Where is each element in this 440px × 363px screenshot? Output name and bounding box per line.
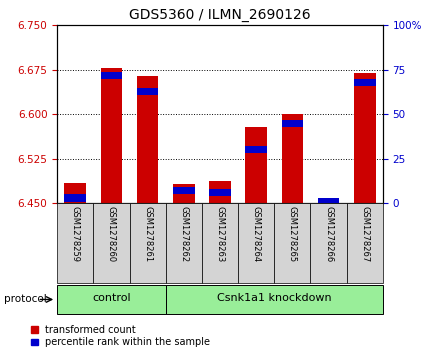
Bar [93, 203, 129, 283]
Bar [173, 184, 194, 203]
Bar [57, 285, 166, 314]
Text: GSM1278264: GSM1278264 [252, 206, 260, 262]
Bar [137, 76, 158, 203]
Bar [209, 182, 231, 203]
Text: GSM1278260: GSM1278260 [107, 206, 116, 262]
Text: GSM1278263: GSM1278263 [216, 206, 224, 262]
Title: GDS5360 / ILMN_2690126: GDS5360 / ILMN_2690126 [129, 8, 311, 22]
Bar [166, 203, 202, 283]
Bar [57, 203, 93, 283]
Text: GSM1278262: GSM1278262 [180, 206, 188, 262]
Text: protocol: protocol [4, 294, 47, 305]
Bar [282, 114, 303, 203]
Bar [209, 189, 231, 196]
Text: Csnk1a1 knockdown: Csnk1a1 knockdown [217, 293, 332, 303]
Text: GSM1278261: GSM1278261 [143, 206, 152, 262]
Bar [354, 73, 376, 203]
Bar [101, 72, 122, 79]
Text: control: control [92, 293, 131, 303]
Bar [173, 187, 194, 195]
Bar [347, 203, 383, 283]
Bar [166, 285, 383, 314]
Text: GSM1278265: GSM1278265 [288, 206, 297, 262]
Bar [238, 203, 274, 283]
Bar [64, 195, 86, 201]
Bar [202, 203, 238, 283]
Bar [274, 203, 311, 283]
Bar [137, 87, 158, 95]
Bar [129, 203, 166, 283]
Text: GSM1278259: GSM1278259 [71, 206, 80, 262]
Bar [246, 127, 267, 203]
Bar [246, 146, 267, 154]
Bar [282, 120, 303, 127]
Bar [318, 198, 339, 203]
Bar [101, 68, 122, 203]
Bar [311, 203, 347, 283]
Text: GSM1278267: GSM1278267 [360, 206, 369, 262]
Legend: transformed count, percentile rank within the sample: transformed count, percentile rank withi… [27, 321, 214, 351]
Bar [318, 200, 339, 203]
Text: GSM1278266: GSM1278266 [324, 206, 333, 262]
Bar [64, 183, 86, 203]
Bar [354, 79, 376, 86]
